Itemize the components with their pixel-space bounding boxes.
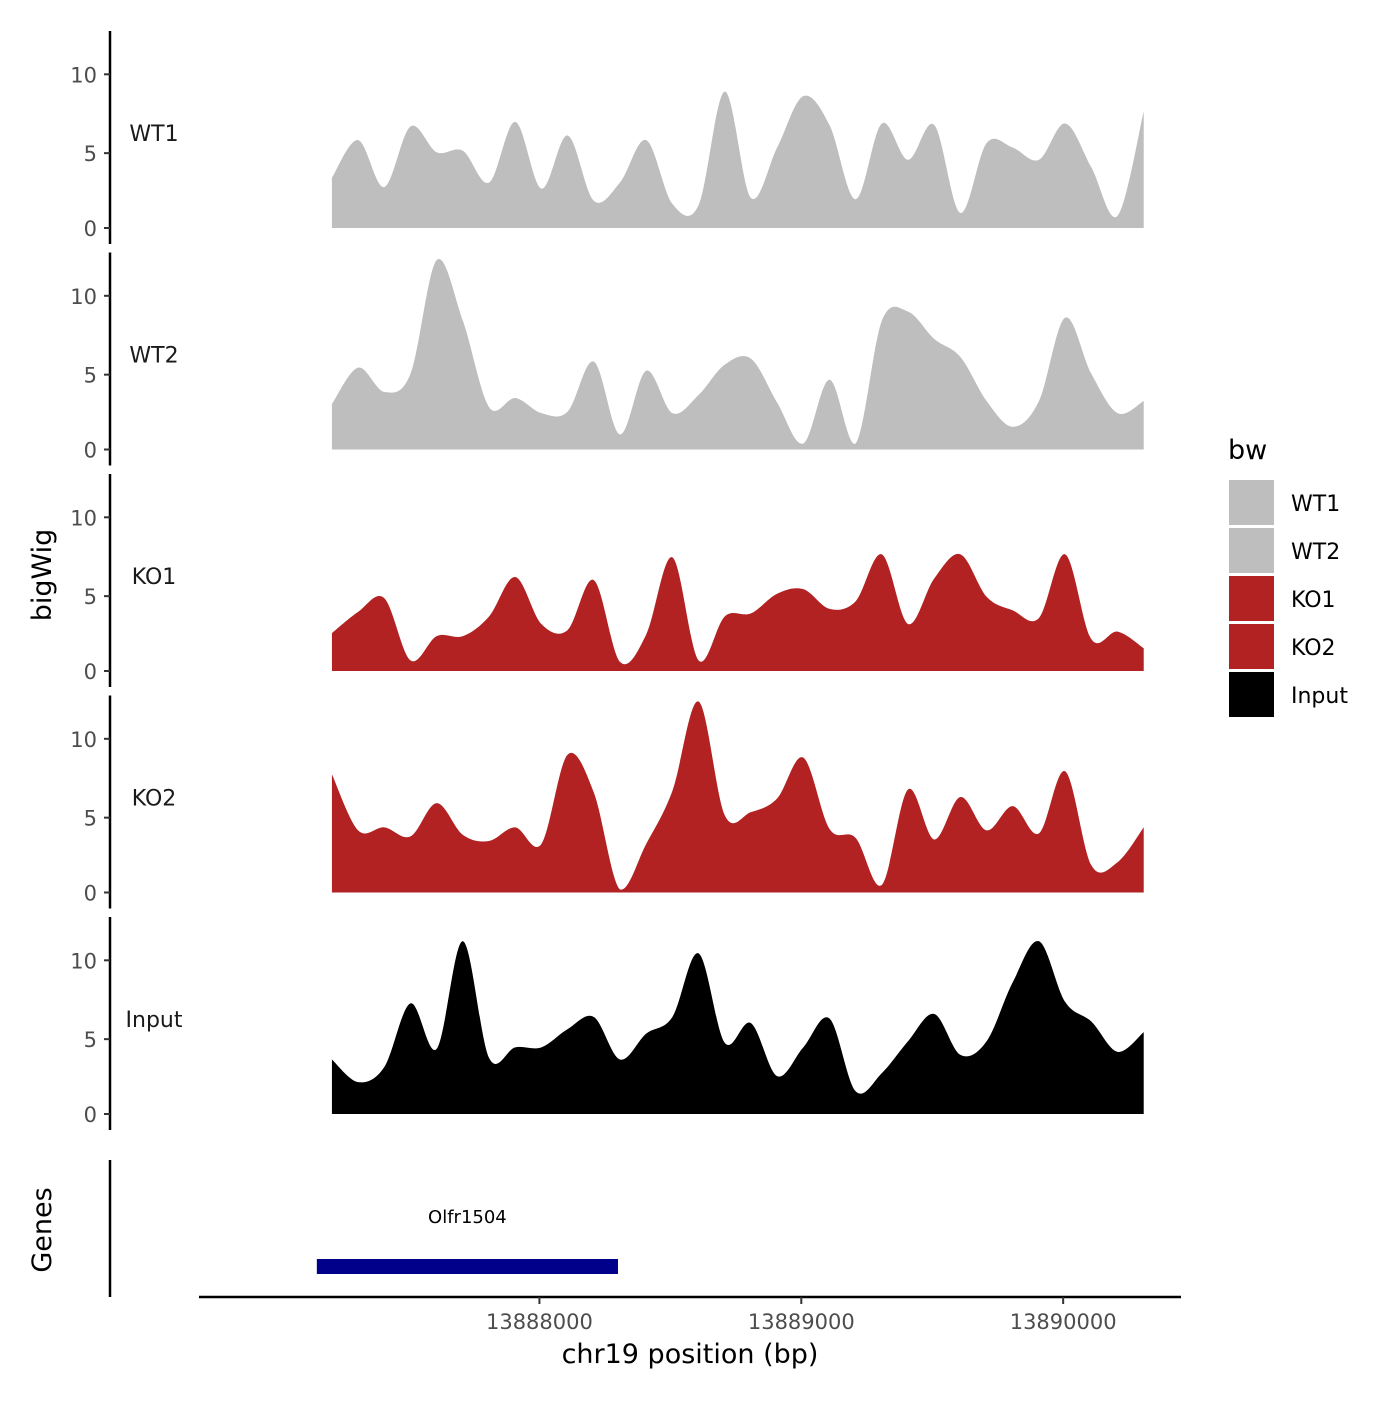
area-input [331,940,1144,1114]
gene-label: Olfr1504 [428,1207,507,1228]
y-tick-label: 10 [70,285,97,309]
y-tick-label: 0 [84,439,97,463]
legend-swatch [1229,480,1274,525]
area-wt1 [331,91,1144,228]
x-tick-label: 13890000 [1010,1310,1117,1334]
track-label: WT1 [129,122,178,147]
y-tick-label: 5 [84,585,97,609]
legend-label: WT2 [1291,540,1340,565]
genes-axis-label: Genes [27,1187,58,1272]
y-tick-label: 5 [84,1028,97,1052]
area-ko1 [331,553,1144,671]
y-tick-label: 5 [84,364,97,388]
legend-swatch [1229,672,1274,717]
y-axis-title: bigWig [27,529,58,622]
x-tick-label: 13889000 [748,1310,855,1334]
x-tick-label: 13888000 [486,1310,593,1334]
y-tick-label: 10 [70,63,97,87]
track-ko2: 0 5 10 KO2 [70,695,1144,909]
legend-swatch [1229,624,1274,669]
legend-swatch [1229,528,1274,573]
track-label: KO1 [132,565,177,590]
track-label: Input [126,1008,183,1033]
tracks-layer: 0 5 10 WT1 0 5 10 WT2 0 5 10 KO1 0 5 10 KO2 0 5 10 Input [70,31,1144,1130]
track-input: 0 5 10 Input [70,917,1144,1130]
legend-title: bw [1228,435,1267,466]
y-tick-label: 10 [70,728,97,752]
legend-label: KO2 [1291,636,1336,661]
genes-layer: Genes Olfr1504 [27,1160,618,1297]
track-ko1: 0 5 10 KO1 [70,474,1144,687]
legend-label: KO1 [1291,588,1336,613]
y-tick-label: 0 [84,882,97,906]
legend: bw WT1 WT2 KO1 KO2 Input [1228,435,1348,717]
legend-swatch [1229,576,1274,621]
y-tick-label: 0 [84,660,97,684]
area-wt2 [331,258,1144,450]
area-ko2 [331,701,1144,893]
y-tick-label: 0 [84,217,97,241]
track-wt1: 0 5 10 WT1 [70,31,1144,244]
track-label: KO2 [132,787,177,812]
y-tick-label: 10 [70,949,97,973]
y-tick-label: 5 [84,807,97,831]
y-tick-label: 5 [84,142,97,166]
track-label: WT2 [129,344,178,369]
x-axis-title: chr19 position (bp) [562,1339,819,1370]
legend-label: Input [1291,684,1348,709]
y-tick-label: 0 [84,1103,97,1127]
track-wt2: 0 5 10 WT2 [70,252,1144,466]
gene-bar [316,1259,618,1274]
legend-label: WT1 [1291,492,1340,517]
y-tick-label: 10 [70,506,97,530]
x-axis: chr19 position (bp) 13888000 13889000 1389… [199,1295,1181,1370]
